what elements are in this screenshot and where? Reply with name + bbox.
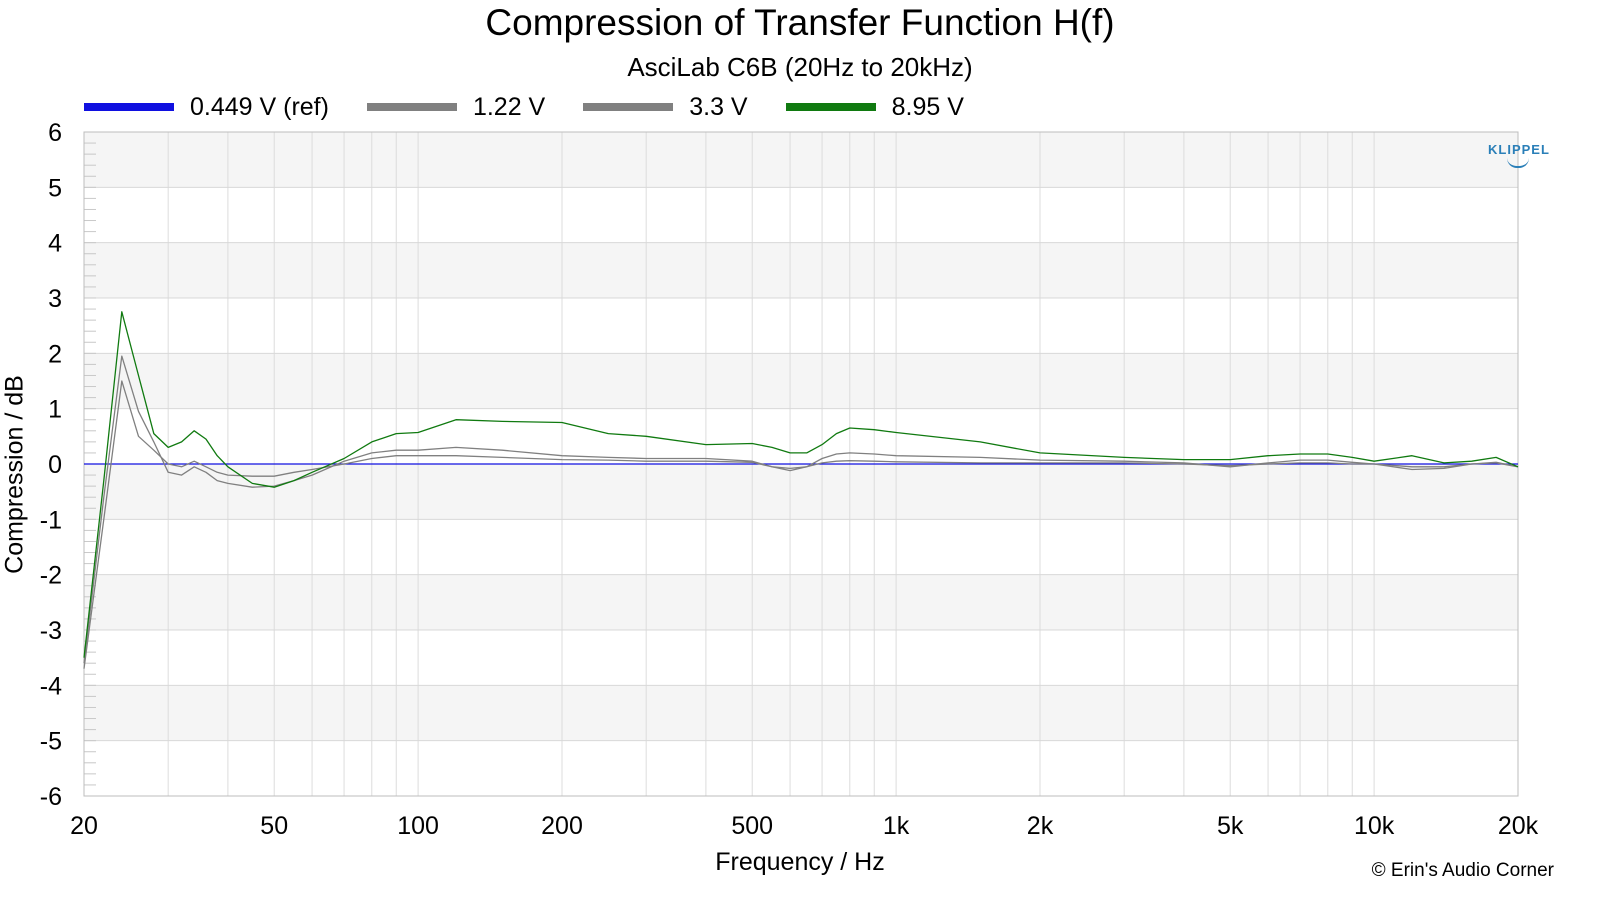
x-tick-label: 50 (260, 812, 288, 840)
x-tick-label: 20 (70, 812, 98, 840)
y-tick-label: -1 (40, 506, 62, 534)
x-tick-label: 20k (1498, 812, 1539, 840)
legend-swatch-3-3v (583, 103, 674, 111)
x-tick-label: 500 (731, 812, 773, 840)
legend-label-ref: 0.449 V (ref) (190, 92, 329, 121)
series-line-3 (83, 311, 1519, 658)
y-tick-label: 5 (48, 174, 62, 202)
y-tick-label: -6 (40, 783, 62, 811)
grid-band (84, 464, 1518, 520)
chart-subtitle: AsciLab C6B (20Hz to 20kHz) (627, 52, 973, 82)
legend-swatch-1-22v (366, 103, 457, 111)
legend-label-1-22v: 1.22 V (472, 92, 546, 121)
legend-item-3-3v: 3.3 V (583, 92, 748, 122)
x-tick-label: 100 (397, 812, 439, 840)
x-tick-label: 10k (1354, 812, 1395, 840)
grid-band (84, 242, 1518, 298)
series-line-1 (83, 380, 1519, 669)
grid-band (84, 685, 1518, 741)
y-tick-label: -5 (40, 728, 62, 756)
x-tick-label: 2k (1027, 812, 1054, 840)
klippel-logo: KLIPPEL (1488, 142, 1550, 157)
y-tick-label: 0 (48, 451, 62, 479)
y-tick-label: -2 (40, 562, 62, 590)
legend-label-3-3v: 3.3 V (689, 92, 748, 121)
legend-swatch-ref (84, 103, 174, 111)
y-tick-label: 2 (48, 340, 62, 368)
grid-band (84, 132, 1518, 188)
legend: 0.449 V (ref) 1.22 V 3.3 V 8.95 V (84, 90, 1002, 124)
legend-item-1-22v: 1.22 V (366, 92, 546, 122)
series-line-2 (83, 355, 1519, 664)
y-tick-label: 3 (48, 285, 62, 313)
y-tick-label: -4 (40, 672, 62, 700)
y-tick-label: -3 (40, 617, 62, 645)
grid-band (84, 574, 1518, 630)
x-tick-label: 1k (883, 812, 910, 840)
credit-text: © Erin's Audio Corner (1371, 860, 1554, 881)
y-axis-label: Compression / dB (0, 375, 29, 574)
legend-item-ref: 0.449 V (ref) (84, 93, 329, 122)
x-tick-label: 200 (541, 812, 583, 840)
y-tick-label: 6 (48, 119, 62, 147)
y-tick-label: 1 (48, 396, 62, 424)
legend-label-8-95v: 8.95 V (891, 92, 964, 121)
x-axis-label: Frequency / Hz (715, 848, 885, 876)
chart-title: Compression of Transfer Function H(f) (485, 2, 1115, 43)
legend-item-8-95v: 8.95 V (785, 92, 964, 122)
legend-swatch-8-95v (785, 103, 876, 111)
y-tick-label: 4 (48, 230, 62, 258)
klippel-logo-arc (1507, 158, 1529, 168)
grid-band (84, 353, 1518, 409)
x-tick-label: 5k (1217, 812, 1244, 840)
